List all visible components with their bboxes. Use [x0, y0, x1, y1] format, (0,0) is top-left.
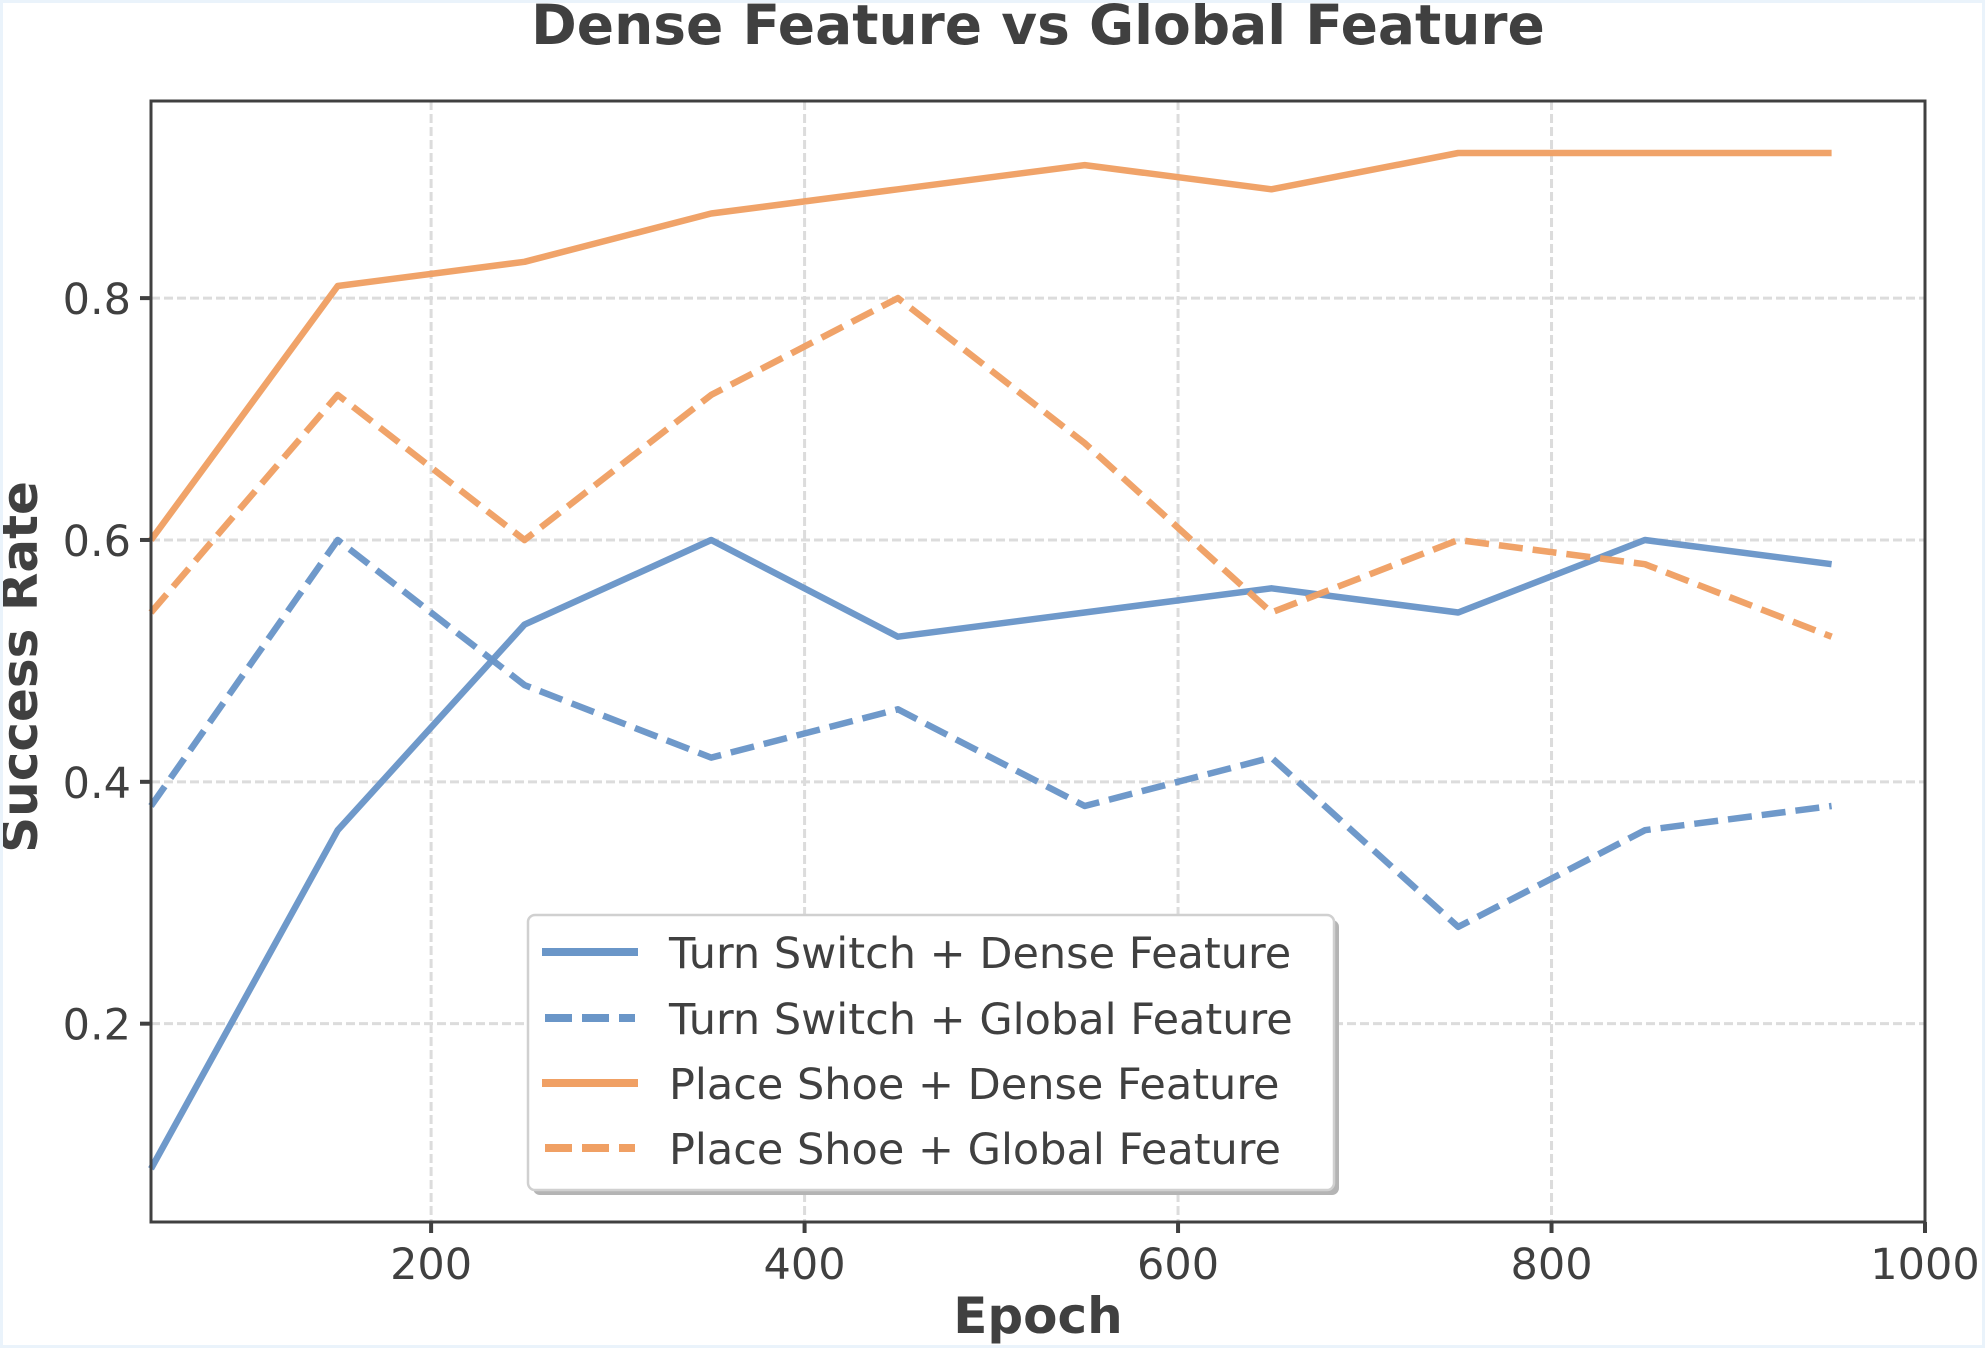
x-tick-label: 1000 — [1870, 1240, 1979, 1290]
plot-frame — [149, 99, 1927, 1224]
series-line-4 — [148, 294, 1833, 640]
legend-item: Place Shoe + Global Feature — [545, 1125, 1281, 1175]
axis-ticks: 200 400 600 800 1000 0.2 0.4 0.6 0.8 — [63, 275, 1980, 1290]
legend-label: Turn Switch + Dense Feature — [668, 929, 1291, 979]
legend-label: Turn Switch + Global Feature — [668, 995, 1293, 1045]
y-tick-label: 0.6 — [63, 517, 131, 567]
legend-label: Place Shoe + Global Feature — [669, 1125, 1281, 1175]
gridlines — [151, 101, 1925, 1222]
line-chart: Dense Feature vs Global Feature 200 400 60… — [3, 3, 1980, 1345]
plot-lines — [148, 149, 1833, 1171]
x-tick-label: 400 — [764, 1240, 846, 1290]
y-tick-label: 0.2 — [63, 1001, 131, 1051]
series-line-3 — [148, 149, 1832, 542]
x-tick-label: 600 — [1137, 1240, 1219, 1290]
y-axis-label: Success Rate — [3, 481, 49, 853]
x-tick-label: 200 — [390, 1240, 472, 1290]
chart-canvas: Dense Feature vs Global Feature 200 400 60… — [3, 3, 1982, 1345]
legend-item: Place Shoe + Dense Feature — [542, 1060, 1280, 1110]
legend-item: Turn Switch + Global Feature — [545, 995, 1293, 1045]
series-line-1 — [148, 536, 1833, 1171]
y-tick-label: 0.8 — [63, 275, 131, 325]
y-tick-label: 0.4 — [63, 759, 131, 809]
legend-label: Place Shoe + Dense Feature — [669, 1060, 1280, 1110]
legend-box — [526, 913, 1336, 1192]
legend-item: Turn Switch + Dense Feature — [542, 929, 1291, 979]
legend: Turn Switch + Dense Feature Turn Switch +… — [526, 913, 1339, 1195]
x-axis-label: Epoch — [953, 1287, 1123, 1345]
x-tick-label: 800 — [1510, 1240, 1592, 1290]
series-line-2 — [148, 536, 1833, 931]
chart-title: Dense Feature vs Global Feature — [531, 3, 1545, 57]
